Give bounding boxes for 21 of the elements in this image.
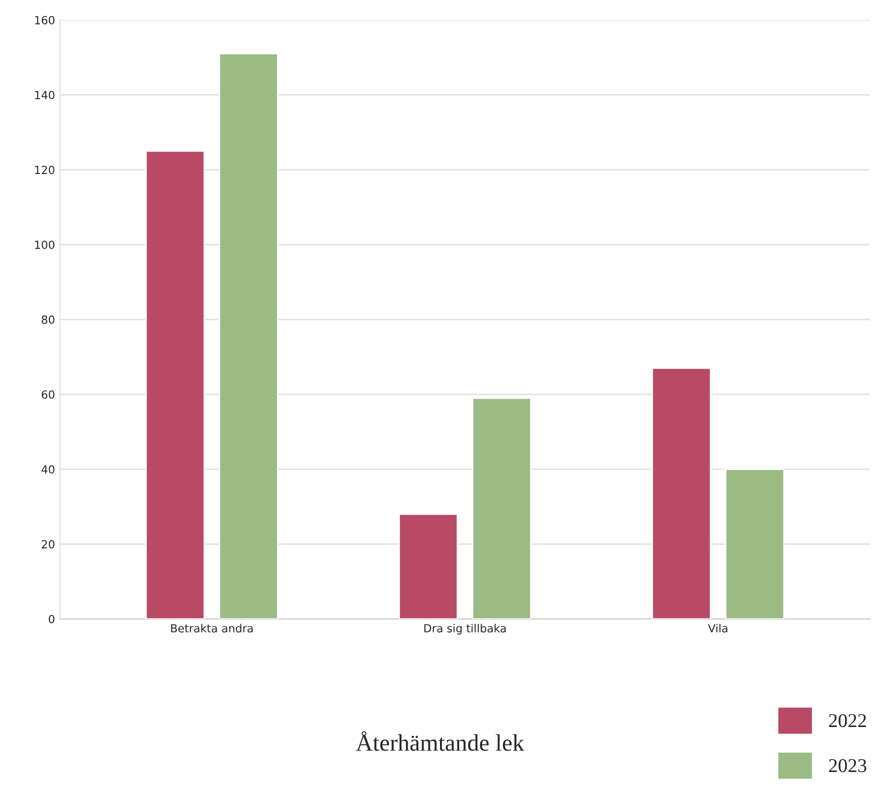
y-tick-label: 120 [35,166,54,174]
bar [145,150,205,619]
text: Återhämtande lek [356,731,524,751]
y-tick-label: 100 [35,240,54,250]
y-tick-label: 60 [42,390,54,399]
x-tick-label: Betrakta andra [171,624,253,632]
x-tick-label: Vila [708,624,728,632]
bar [218,53,278,619]
y-tick-label: 0 [48,614,54,624]
legend-label: 2023 [829,759,866,772]
bar [652,367,712,619]
y-tick-label: 140 [35,90,54,100]
y-tick-label: 160 [35,16,54,24]
y-tick-label: 80 [42,315,54,324]
bar [725,468,785,619]
x-tick-label: Dra sig tillbaka [424,624,506,635]
legend-label: 2022 [829,714,866,728]
bar [398,513,458,619]
bar [472,397,532,619]
y-tick-label: 40 [42,465,54,474]
y-tick-label: 20 [42,540,54,549]
